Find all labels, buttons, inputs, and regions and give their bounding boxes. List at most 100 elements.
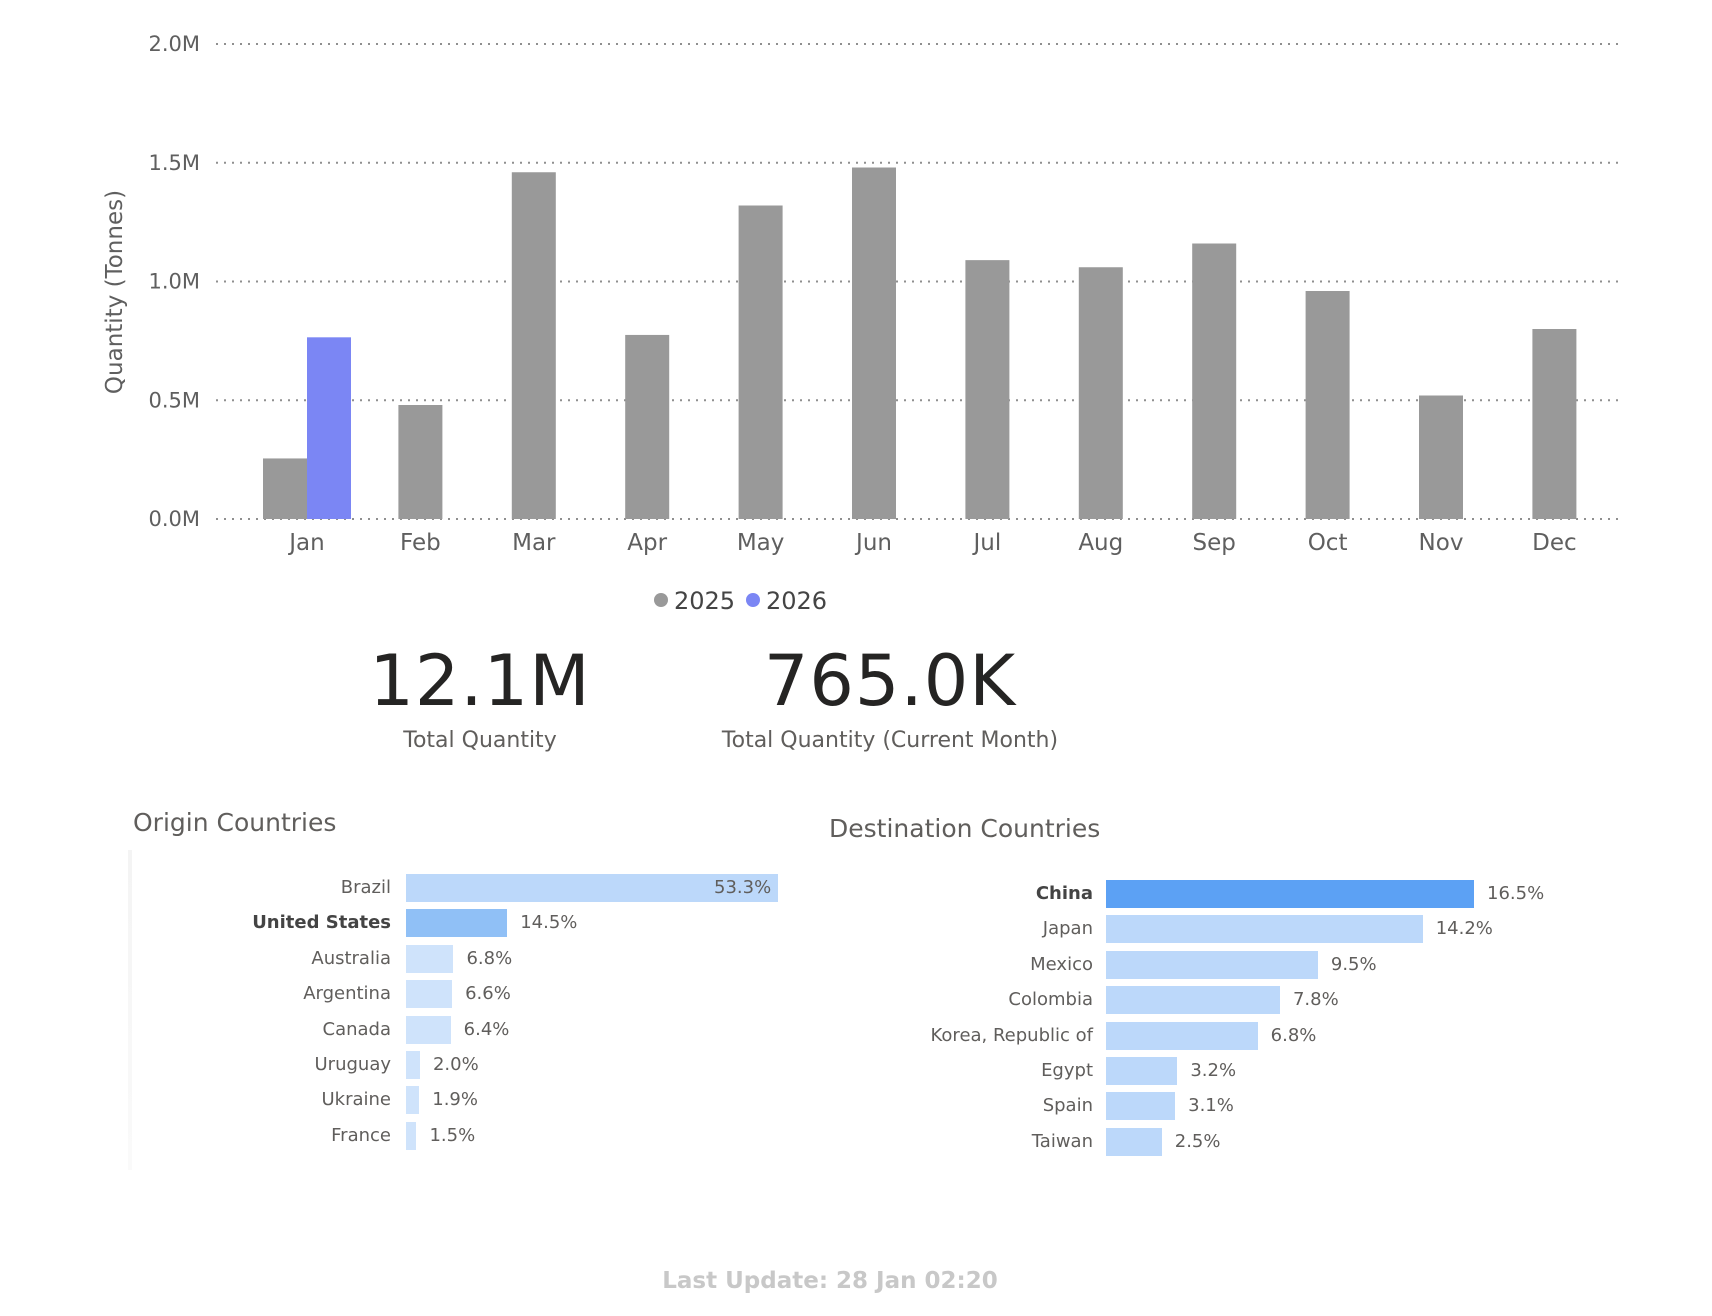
x-tick-label: Apr [627, 530, 667, 556]
bar-2025-may[interactable] [738, 205, 783, 520]
bar-row[interactable]: Japan 14.2% [0, 915, 1712, 944]
legend-label-2025[interactable]: 2025 [674, 587, 735, 615]
bar-2025-dec[interactable] [1532, 329, 1577, 519]
bar-value-label: 9.5% [1330, 953, 1377, 975]
bar-value-label: 7.8% [1292, 989, 1339, 1011]
kpi-total-value: 12.1M [369, 640, 591, 722]
bar-row[interactable]: China 16.5% [0, 880, 1712, 908]
bar-2025-sep[interactable] [1192, 243, 1237, 520]
bar-row[interactable]: Uruguay 2.0% [0, 1051, 860, 1079]
legend-label-2026[interactable]: 2026 [766, 587, 827, 615]
bar-value-label: 2.5% [1174, 1130, 1221, 1152]
bar-row[interactable]: France 1.5% [0, 1121, 860, 1150]
bar-category-label: France [331, 1124, 391, 1146]
bar-value-label: 3.2% [1190, 1060, 1237, 1081]
bar-category-label: Egypt [1041, 1060, 1093, 1081]
bar-taiwan[interactable] [1106, 1127, 1162, 1156]
bar-2025-jan[interactable] [263, 458, 307, 519]
destination-countries-title: Destination Countries [829, 814, 1101, 843]
bar-colombia[interactable] [1106, 986, 1280, 1015]
kpi-current-month-label: Total Quantity (Current Month) [721, 728, 1059, 753]
bar-mexico[interactable] [1106, 950, 1318, 979]
bar-2025-apr[interactable] [625, 334, 670, 519]
kpi-total-label: Total Quantity [403, 728, 557, 753]
bar-uruguay[interactable] [406, 1051, 420, 1079]
bar-row[interactable]: Spain 3.1% [0, 1092, 1712, 1121]
bar-category-label: Japan [1042, 918, 1093, 940]
bar-egypt[interactable] [1106, 1057, 1178, 1085]
bar-value-label: 14.5% [520, 912, 578, 934]
x-tick-label: Jul [972, 530, 1002, 556]
bar-value-label: 6.8% [1270, 1024, 1317, 1046]
legend-marker-2026 [746, 593, 760, 607]
bar-value-label: 3.1% [1188, 1095, 1234, 1117]
bar-australia[interactable] [406, 944, 454, 973]
x-tick-label: Mar [512, 530, 556, 556]
bar-argentina[interactable] [406, 980, 453, 1009]
bar-row[interactable]: Argentina 6.6% [0, 980, 860, 1009]
bar-category-label: Canada [322, 1018, 392, 1040]
bar-row[interactable]: Ukraine 1.9% [0, 1086, 860, 1115]
y-axis-title: Quantity (Tonnes) [102, 190, 128, 394]
bar-row[interactable]: Canada 6.4% [0, 1015, 860, 1044]
bar-row[interactable]: Australia 6.8% [0, 944, 860, 973]
bar-canada[interactable] [406, 1015, 451, 1044]
bar-category-label: Uruguay [314, 1054, 392, 1075]
bar-row[interactable]: Egypt 3.2% [0, 1057, 1712, 1085]
bar-category-label: Taiwan [1031, 1130, 1093, 1152]
bar-value-label: 6.8% [466, 947, 513, 969]
bar-2025-mar[interactable] [511, 172, 556, 519]
bar-brazil[interactable] [406, 874, 778, 902]
bar-row[interactable]: Korea, Republic of 6.8% [0, 1021, 1712, 1050]
bar-value-label: 1.5% [429, 1124, 476, 1146]
bar-2025-oct[interactable] [1305, 291, 1350, 519]
bar-2025-jul[interactable] [965, 260, 1010, 519]
bar-2025-jun[interactable] [852, 167, 896, 520]
x-tick-label: Sep [1193, 530, 1236, 556]
bar-japan[interactable] [1106, 915, 1423, 944]
bar-category-label: Colombia [1008, 989, 1093, 1011]
bar-2025-feb[interactable] [398, 405, 443, 519]
bar-row[interactable]: Mexico 9.5% [0, 950, 1712, 979]
y-tick-label: 2.0M [148, 32, 200, 56]
bar-2026-jan[interactable] [307, 337, 351, 519]
x-tick-label: Aug [1078, 530, 1123, 556]
bar-value-label: 14.2% [1435, 918, 1493, 940]
bar-spain[interactable] [1106, 1092, 1176, 1121]
bar-row[interactable]: United States 14.5% [0, 909, 860, 938]
bar-china[interactable] [1106, 880, 1474, 908]
kpi-current-month: 765.0K Total Quantity (Current Month) [700, 640, 1080, 753]
bar-row[interactable]: Taiwan 2.5% [0, 1127, 1712, 1156]
bar-korea-republic-of[interactable] [1106, 1021, 1258, 1050]
bar-category-label: Australia [311, 947, 391, 969]
bar-category-label: Korea, Republic of [930, 1024, 1093, 1046]
origin-countries-chart: Brazil 53.3% United States 14.5% Australia 6.… [0, 874, 860, 1164]
bar-ukraine[interactable] [406, 1086, 420, 1115]
legend-marker-2025 [654, 593, 668, 607]
bar-row[interactable]: Colombia 7.8% [0, 986, 1712, 1015]
origin-panel-border [128, 850, 132, 1170]
y-tick-label: 1.0M [148, 270, 200, 294]
last-update-text: Last Update: 28 Jan 02:20 [662, 1268, 998, 1294]
monthly-quantity-chart: Quantity (Tonnes) 0.0M 0.5M 1.0M 1.5M 2.0M J… [102, 32, 1620, 615]
x-tick-label: Jan [287, 530, 324, 556]
bar-category-label: Mexico [1030, 953, 1093, 975]
x-tick-label: Oct [1308, 530, 1348, 556]
bar-row[interactable]: Brazil 53.3% [0, 874, 860, 902]
y-tick-label: 1.5M [148, 151, 200, 175]
kpi-total-quantity: 12.1M Total Quantity [330, 640, 630, 753]
bar-france[interactable] [406, 1121, 417, 1150]
bar-2025-nov[interactable] [1419, 395, 1463, 520]
kpi-current-month-value: 765.0K [763, 640, 1017, 722]
x-tick-label: Nov [1419, 530, 1464, 556]
x-tick-label: Dec [1532, 530, 1577, 556]
x-tick-label: May [737, 530, 785, 556]
bar-category-label: Brazil [340, 877, 391, 898]
origin-countries-title: Origin Countries [133, 808, 337, 837]
bar-value-label: 6.6% [465, 983, 511, 1005]
x-tick-label: Feb [400, 530, 441, 556]
bar-2025-aug[interactable] [1078, 267, 1123, 519]
bar-value-label: 1.9% [432, 1089, 478, 1111]
bar-category-label: Spain [1042, 1095, 1093, 1117]
bar-united-states[interactable] [406, 909, 508, 938]
